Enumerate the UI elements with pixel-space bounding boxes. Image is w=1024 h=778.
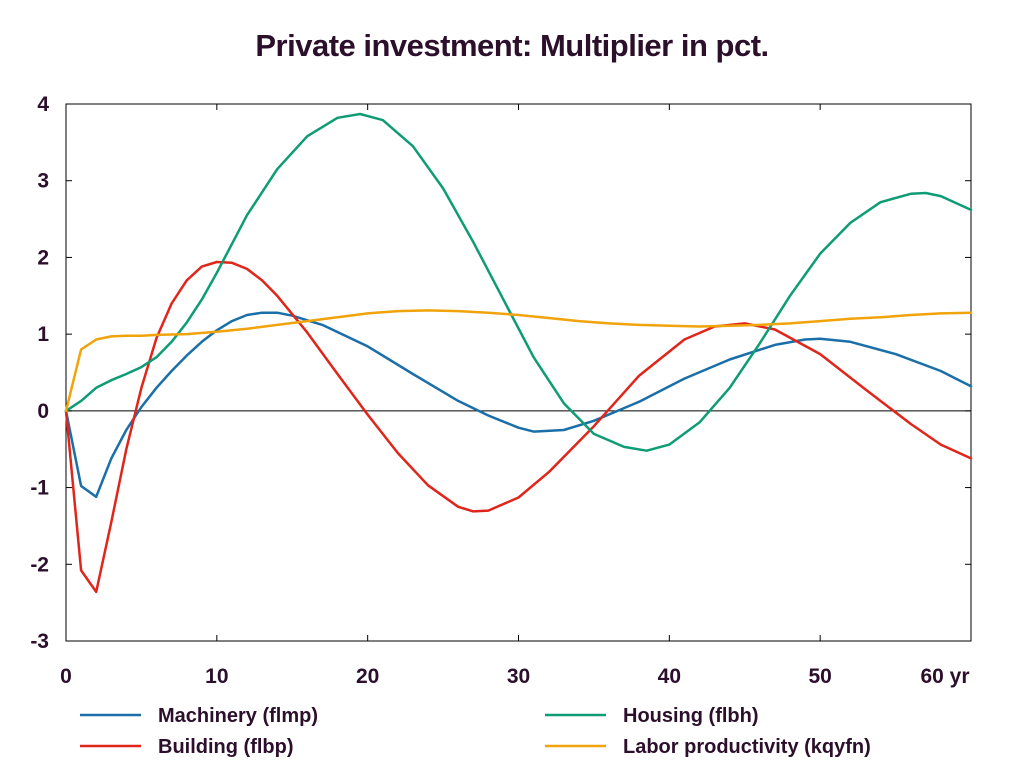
x-tick-label: 0 [60,665,72,688]
legend-label-0: Machinery (flmp) [158,705,318,727]
legend-label-2: Housing (flbh) [623,705,759,727]
y-tick-label: 0 [37,400,49,423]
x-tick-label: 30 [507,665,530,688]
series-line-0 [64,311,973,499]
series-line-2 [64,112,973,452]
chart-title: Private investment: Multiplier in pct. [255,28,769,63]
legend-label-3: Labor productivity (kqyfn) [623,736,871,758]
y-tick-label: 2 [37,246,49,269]
series-line-3 [64,309,973,413]
y-tick-label: -3 [30,630,49,653]
y-tick-label: 3 [37,170,49,193]
x-tick-label: 20 [356,665,379,688]
x-tick-label: 10 [205,665,228,688]
x-tick-label: 50 [808,665,831,688]
x-tick-label: 60 yr [920,665,969,688]
x-tick-label: 40 [658,665,681,688]
y-tick-label: -2 [30,553,49,576]
y-tick-label: 1 [37,323,49,346]
y-tick-label: 4 [37,93,49,116]
plot-frame [65,103,972,642]
y-tick-label: -1 [30,477,49,500]
legend-label-1: Building (flbp) [158,736,294,758]
